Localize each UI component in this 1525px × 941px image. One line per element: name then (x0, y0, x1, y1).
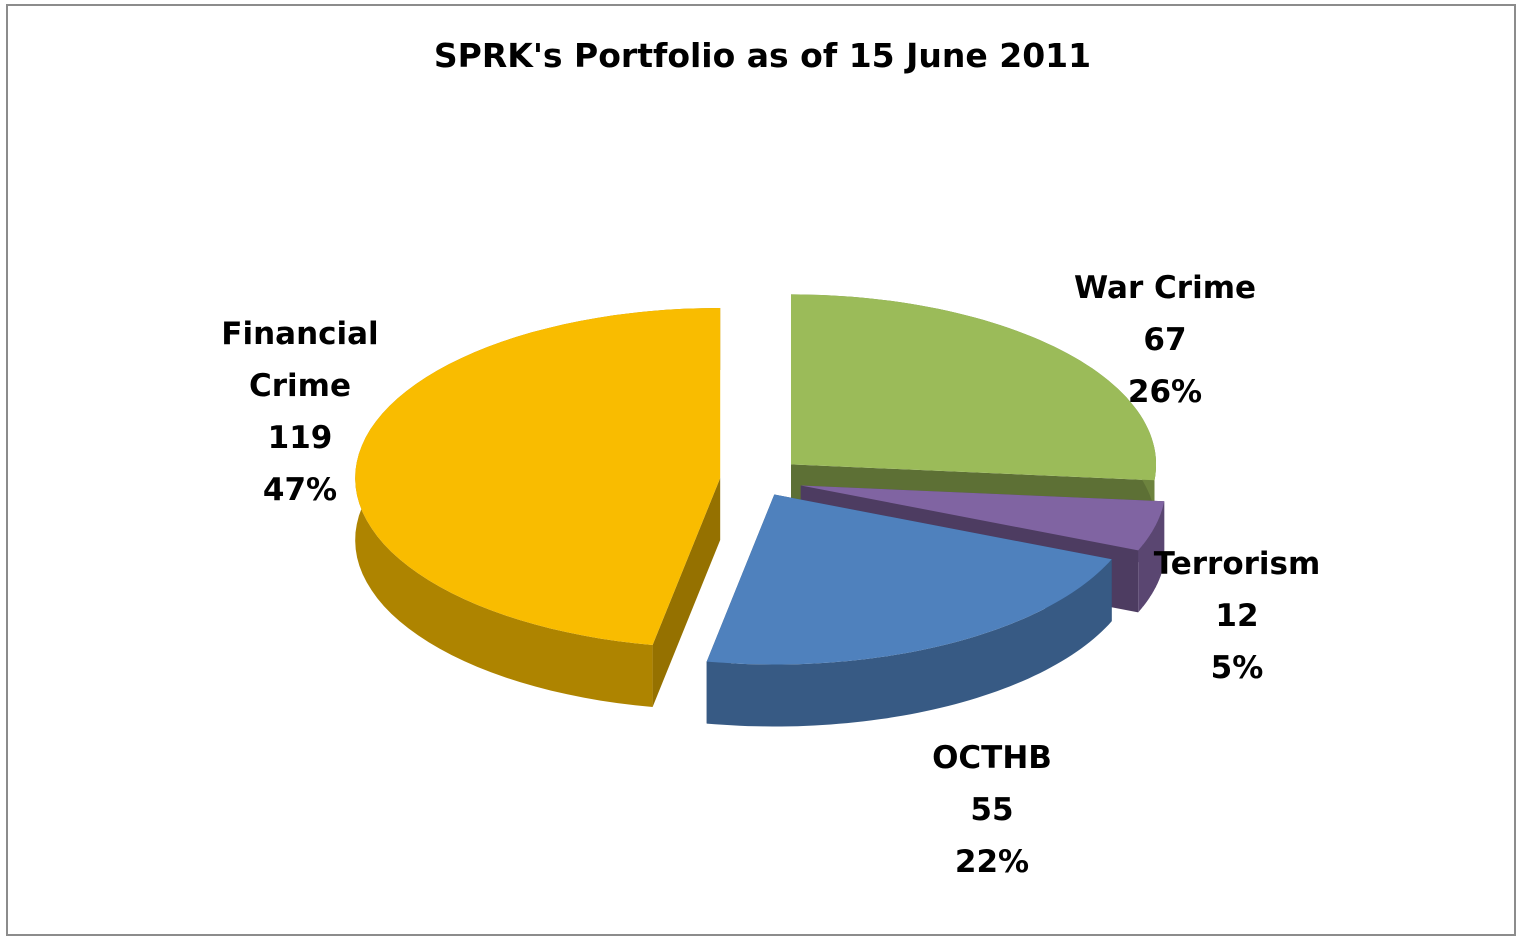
slice-label: OCTHB 55 22% (892, 732, 1092, 888)
data-label: Financial Crime (221, 316, 379, 404)
data-label: 67 (1143, 322, 1187, 358)
slice (800, 485, 1165, 551)
chart-frame (6, 4, 1516, 936)
data-label: 119 (267, 420, 333, 456)
slice-side (652, 478, 721, 707)
data-label: 55 (970, 792, 1014, 828)
data-label: 12 (1215, 598, 1259, 634)
slice-wall (706, 559, 1112, 727)
slice (791, 294, 1156, 481)
data-label: 47% (262, 472, 338, 508)
slice-wall (1138, 501, 1165, 613)
data-label: 22% (954, 844, 1030, 880)
slice-label: Terrorism 12 5% (1117, 538, 1357, 694)
data-label: OCTHB (932, 740, 1052, 776)
data-label: 5% (1210, 650, 1264, 686)
data-label: 26% (1127, 374, 1203, 410)
chart-title: SPRK's Portfolio as of 15 June 2011 (433, 36, 1092, 75)
data-label: War Crime (1073, 270, 1257, 306)
slice-label: War Crime 67 26% (1035, 262, 1295, 418)
slice (355, 308, 721, 645)
slice-label: Financial Crime 119 47% (200, 308, 400, 516)
data-label: Terrorism (1153, 546, 1321, 582)
slice (706, 494, 1112, 665)
